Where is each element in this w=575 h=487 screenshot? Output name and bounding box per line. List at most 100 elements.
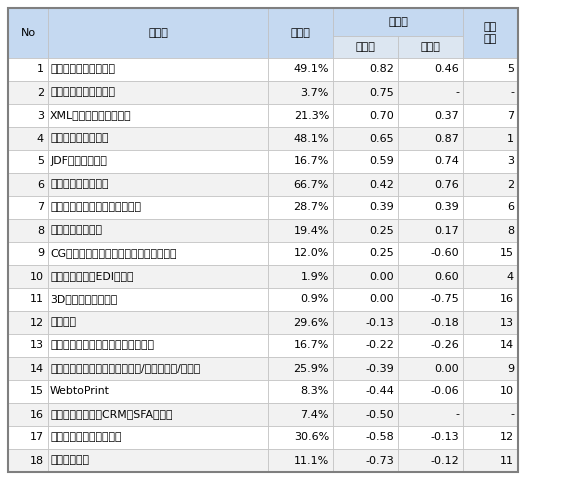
Text: 25.9%: 25.9% <box>293 363 329 374</box>
Text: 0.65: 0.65 <box>369 133 394 144</box>
Bar <box>268 288 333 311</box>
Text: -0.26: -0.26 <box>430 340 459 351</box>
Text: -0.06: -0.06 <box>430 387 459 396</box>
Text: 15: 15 <box>30 387 44 396</box>
Bar <box>398 196 463 219</box>
Bar <box>268 104 333 127</box>
Text: 8.3%: 8.3% <box>301 387 329 396</box>
Bar <box>398 449 463 472</box>
Text: 0.17: 0.17 <box>434 225 459 236</box>
Text: 項目名: 項目名 <box>148 28 168 38</box>
Bar <box>8 403 48 426</box>
Bar <box>48 265 268 288</box>
Text: カラーマネジメント: カラーマネジメント <box>50 180 109 189</box>
Text: 1: 1 <box>37 64 44 75</box>
Bar <box>463 219 518 242</box>
Text: -0.50: -0.50 <box>365 410 394 419</box>
Text: 7: 7 <box>507 111 514 120</box>
Text: 0.76: 0.76 <box>434 180 459 189</box>
Bar <box>398 357 463 380</box>
Bar <box>333 8 463 36</box>
Bar <box>268 403 333 426</box>
Text: 19.4%: 19.4% <box>293 225 329 236</box>
Text: -0.75: -0.75 <box>430 295 459 304</box>
Text: スマホ／タブレット対応アプリ制作: スマホ／タブレット対応アプリ制作 <box>50 340 154 351</box>
Bar <box>398 219 463 242</box>
Bar <box>333 265 398 288</box>
Bar <box>8 104 48 127</box>
Bar <box>268 8 333 58</box>
Text: 15: 15 <box>500 248 514 259</box>
Text: 6: 6 <box>37 180 44 189</box>
Text: 0.37: 0.37 <box>434 111 459 120</box>
Bar <box>398 403 463 426</box>
Text: 14: 14 <box>500 340 514 351</box>
Bar <box>8 8 518 472</box>
Bar <box>398 150 463 173</box>
Bar <box>48 104 268 127</box>
Text: 3Dプリントサービス: 3Dプリントサービス <box>50 295 117 304</box>
Bar <box>268 265 333 288</box>
Text: XMLを利用した自動組版: XMLを利用した自動組版 <box>50 111 132 120</box>
Text: -0.13: -0.13 <box>365 318 394 327</box>
Bar <box>8 127 48 150</box>
Text: -0.58: -0.58 <box>365 432 394 443</box>
Bar <box>463 242 518 265</box>
Text: 0.39: 0.39 <box>369 203 394 212</box>
Text: 17: 17 <box>30 432 44 443</box>
Bar <box>268 219 333 242</box>
Text: -: - <box>510 88 514 97</box>
Text: 10: 10 <box>30 271 44 281</box>
Bar <box>463 8 518 58</box>
Bar <box>268 127 333 150</box>
Text: 11.1%: 11.1% <box>294 455 329 466</box>
Bar <box>398 242 463 265</box>
Text: 電子出版／電子カタログ: 電子出版／電子カタログ <box>50 432 121 443</box>
Bar <box>333 380 398 403</box>
Bar <box>268 150 333 173</box>
Bar <box>333 334 398 357</box>
Text: 9: 9 <box>507 363 514 374</box>
Text: 高精細／広色域印刷: 高精細／広色域印刷 <box>50 133 109 144</box>
Bar <box>333 173 398 196</box>
Bar <box>463 288 518 311</box>
Text: 5: 5 <box>507 64 514 75</box>
Bar <box>8 219 48 242</box>
Bar <box>48 426 268 449</box>
Text: 8: 8 <box>507 225 514 236</box>
Text: バリアブルデータ印刷: バリアブルデータ印刷 <box>50 64 115 75</box>
Text: プロセスレスプレート: プロセスレスプレート <box>50 88 115 97</box>
Bar <box>398 58 463 81</box>
Text: 7: 7 <box>37 203 44 212</box>
Text: 13: 13 <box>500 318 514 327</box>
Text: -: - <box>455 88 459 97</box>
Bar <box>8 449 48 472</box>
Text: 7.4%: 7.4% <box>301 410 329 419</box>
Bar <box>333 36 398 58</box>
Text: 0.60: 0.60 <box>434 271 459 281</box>
Bar <box>333 58 398 81</box>
Text: 12.0%: 12.0% <box>294 248 329 259</box>
Bar <box>268 357 333 380</box>
Bar <box>333 81 398 104</box>
Bar <box>333 104 398 127</box>
Text: リモートプルーフ: リモートプルーフ <box>50 225 102 236</box>
Bar <box>8 150 48 173</box>
Text: 48.1%: 48.1% <box>293 133 329 144</box>
Bar <box>398 173 463 196</box>
Bar <box>398 81 463 104</box>
Text: 3.7%: 3.7% <box>301 88 329 97</box>
Text: 3: 3 <box>507 156 514 167</box>
Text: -0.44: -0.44 <box>365 387 394 396</box>
Bar <box>48 288 268 311</box>
Text: 5: 5 <box>37 156 44 167</box>
Bar <box>463 449 518 472</box>
Text: 1.9%: 1.9% <box>301 271 329 281</box>
Bar <box>48 357 268 380</box>
Text: 導入率: 導入率 <box>290 28 310 38</box>
Text: 2: 2 <box>37 88 44 97</box>
Bar <box>398 36 463 58</box>
Text: 12: 12 <box>500 432 514 443</box>
Bar <box>463 58 518 81</box>
Text: 12: 12 <box>30 318 44 327</box>
